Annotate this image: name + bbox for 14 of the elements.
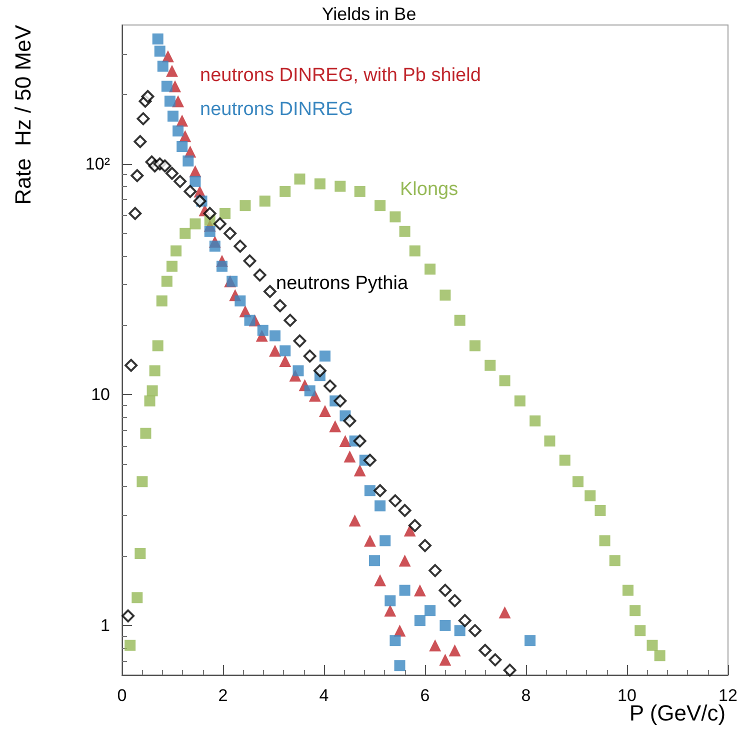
y-axis-title: Rate Hz / 50 MeV <box>10 24 36 205</box>
y-tick-label: 10² <box>85 154 110 174</box>
x-tick-label: 8 <box>521 686 531 705</box>
series-label: Klongs <box>400 179 458 200</box>
chart-title: Yields in Be <box>322 4 416 24</box>
x-tick-label: 2 <box>218 686 228 705</box>
y-tick-label: 10 <box>91 385 110 404</box>
series-label: neutrons DINREG <box>200 99 354 120</box>
x-tick-label: 0 <box>117 686 127 705</box>
series-label: neutrons Pythia <box>276 273 408 294</box>
y-tick-label: 1 <box>100 616 110 635</box>
x-tick-label: 6 <box>420 686 430 705</box>
x-tick-label: 4 <box>319 686 329 705</box>
series-label: neutrons DINREG, with Pb shield <box>200 65 481 86</box>
